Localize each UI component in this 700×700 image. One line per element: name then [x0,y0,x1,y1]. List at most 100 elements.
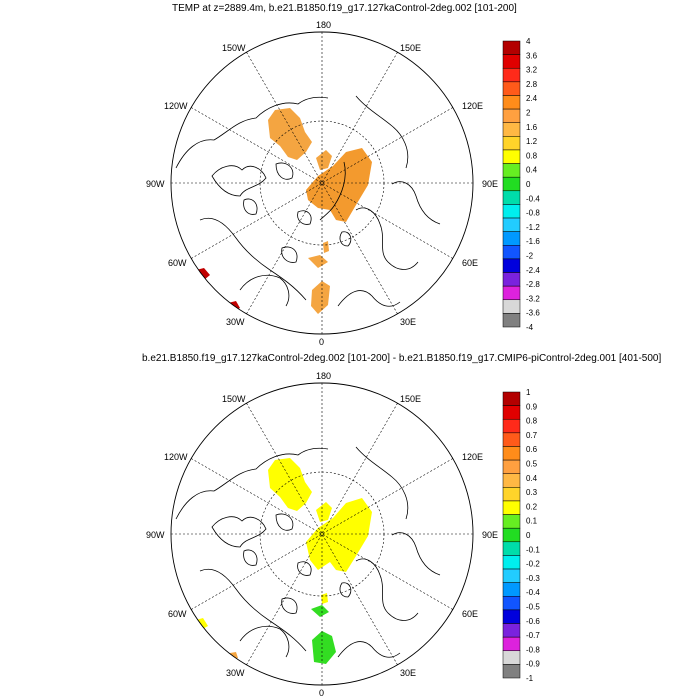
colorbar-swatch [502,258,521,273]
lon-label-90e: 90E [482,530,499,540]
colorbar-label: 3.6 [526,51,538,60]
lon-label-60w: 60W [168,609,187,619]
colorbar-swatch [502,500,521,515]
colorbar-label: 3.2 [526,66,538,75]
colorbar-swatch [502,285,521,301]
coastlines [175,95,441,307]
colorbar-label: 2 [526,109,531,118]
colorbar-swatch [502,54,521,69]
anomaly-region [323,241,329,253]
colorbar-swatch [502,95,521,110]
colorbar-label: 0.6 [526,445,538,454]
colorbar-swatch [502,568,521,583]
colorbar-label: 0.4 [526,474,538,483]
grid-lines [171,383,473,685]
panel-1-title: TEMP at z=2889.4m, b.e21.B1850.f19_g17.1… [172,3,517,14]
colorbar-label: -0.4 [526,588,540,597]
panel-2-title: b.e21.B1850.f19_g17.127kaControl-2deg.00… [142,353,662,364]
colorbar-swatch [502,190,521,205]
anomaly-region [306,148,372,222]
colorbar-label: -1 [526,674,534,683]
colorbar-label: -0.7 [526,631,540,640]
colorbar-label: -0.4 [526,194,540,203]
colorbar-label: 0 [526,531,531,540]
colorbar-label: -1.2 [526,223,540,232]
anomaly-region [316,150,332,170]
colorbar-swatch [502,487,521,502]
colorbar-label: 0.2 [526,502,538,511]
colorbar-swatch [502,650,521,665]
colorbar-swatch [502,81,521,96]
colorbar-swatch [502,272,521,287]
panel-1-map [170,31,474,335]
colorbar-label: -2.8 [526,280,540,289]
colorbar-label: 0.9 [526,402,538,411]
anomaly-region [268,108,312,160]
lon-label-30w: 30W [226,317,245,327]
colorbar-label: -0.9 [526,660,540,669]
lon-label-150e: 150E [400,394,422,404]
lon-label-120w: 120W [164,101,188,111]
colorbar-swatch [502,149,521,164]
colorbar-swatch [502,245,521,260]
colorbar-label: -3.6 [526,309,540,318]
colorbar-label: 1.6 [526,123,538,132]
lon-label-120e: 120E [462,452,484,462]
anomaly-region [321,593,328,604]
lon-label-60w: 60W [168,258,187,268]
lon-label-60e: 60E [462,609,479,619]
colorbar-label: 0.1 [526,517,538,526]
anomaly-region [268,458,312,511]
lon-label-90e: 90E [482,179,499,189]
colorbar-swatch [502,204,521,219]
colorbar-label: -0.5 [526,603,540,612]
colorbar-swatch [502,40,521,55]
colorbar-swatch [502,163,521,178]
colorbar-label: 0.3 [526,488,538,497]
colorbar-label: -0.2 [526,560,540,569]
lon-label-150w: 150W [222,394,246,404]
colorbar-swatch [502,405,521,420]
colorbar-swatch [502,582,521,597]
colorbar-swatch [502,636,521,652]
colorbar-swatch [502,541,521,556]
lon-label-120w: 120W [164,452,188,462]
lon-label-90w: 90W [146,179,165,189]
contour-line [319,161,346,221]
colorbar-label: 4 [526,37,531,46]
colorbar-label: -4 [526,323,534,332]
panel-2-map [170,382,474,686]
anomaly-region [312,631,336,664]
colorbar-label: -0.8 [526,645,540,654]
colorbar-swatch [502,664,521,679]
panel-1-colorbar: 4 3.6 3.2 2.8 2.4 2 1.6 1.2 0.8 0.4 0 -0.4 -0.8 -1.2 -… [502,37,540,332]
colorbar-label: 0.7 [526,431,538,440]
colorbar-label: 1.2 [526,137,538,146]
colorbar-label: 2.4 [526,94,538,103]
anomaly-region [316,502,332,522]
colorbar-label: -0.3 [526,574,540,583]
grid-lines [171,32,473,334]
colorbar-label: 0.8 [526,151,538,160]
colorbar-swatch [502,514,521,529]
lon-label-0: 0 [319,337,325,347]
colorbar-swatch [502,108,521,123]
colorbar-label: -0.1 [526,545,540,554]
colorbar-swatch [502,231,521,246]
lon-label-90w: 90W [146,530,165,540]
colorbar-label: -0.6 [526,617,540,626]
colorbar-label: 0.5 [526,460,538,469]
lon-label-30e: 30E [400,668,417,678]
colorbar-swatch [502,432,521,447]
lon-label-120e: 120E [462,101,484,111]
lon-label-150e: 150E [400,43,422,53]
lon-label-150w: 150W [222,43,246,53]
map-boundary [170,382,474,686]
colorbar-label: 2.8 [526,80,538,89]
colorbar-swatch [502,446,521,461]
colorbar-swatch [502,555,521,570]
lon-label-180: 180 [316,371,332,381]
anomaly-region [311,281,330,314]
lon-label-60e: 60E [462,258,479,268]
